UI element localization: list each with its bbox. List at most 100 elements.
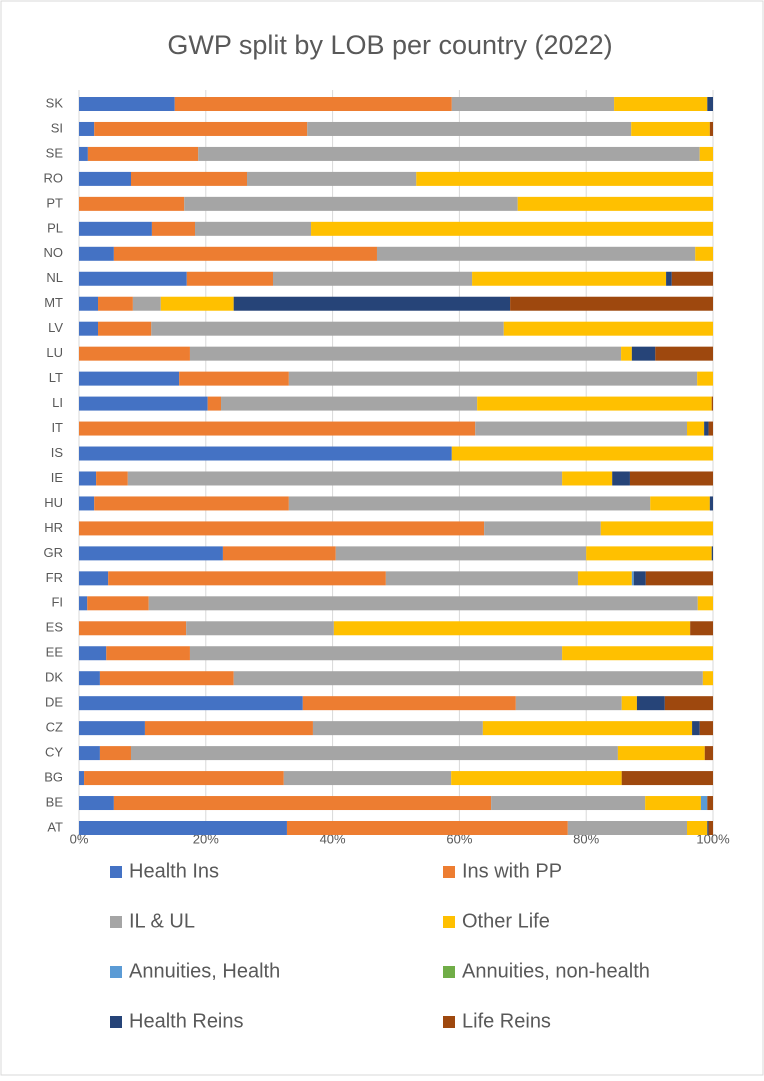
- bar-segment: [475, 421, 688, 436]
- bar-segment: [687, 821, 708, 835]
- bar-segment: [233, 671, 703, 686]
- bar-segment: [288, 371, 698, 386]
- bar-segment: [79, 796, 114, 811]
- bar-segment: [692, 721, 700, 736]
- bar-segment: [451, 97, 615, 111]
- bar-segment: [79, 821, 287, 835]
- bar-segment: [79, 121, 95, 136]
- y-tick-label: DK: [45, 670, 63, 685]
- bar-segment: [335, 546, 587, 561]
- bar-segment: [174, 97, 452, 111]
- bar-segment: [631, 121, 710, 136]
- bar-segment: [695, 246, 713, 261]
- bar-segment: [79, 146, 88, 161]
- bar-segment: [699, 146, 713, 161]
- bar-segment: [636, 696, 665, 711]
- bar-segment: [708, 821, 713, 835]
- bar-segment: [79, 321, 99, 336]
- y-tick-label: LU: [46, 345, 63, 360]
- legend-label: Ins with PP: [462, 860, 562, 882]
- bar-segment: [96, 471, 128, 486]
- chart-title: GWP split by LOB per country (2022): [167, 30, 612, 60]
- bar-segment: [79, 471, 97, 486]
- legend-label: Health Reins: [129, 1010, 244, 1032]
- bar-segment: [416, 171, 713, 186]
- bar-segment: [79, 346, 190, 361]
- bar-segment: [621, 696, 637, 711]
- legend-swatch: [443, 966, 455, 978]
- bar-segment: [562, 471, 613, 486]
- bar-segment: [98, 296, 133, 311]
- bar-segment: [79, 721, 145, 736]
- y-tick-label: CZ: [46, 720, 63, 735]
- bar-segment: [207, 396, 222, 411]
- bar-segment: [666, 271, 672, 286]
- bar-segment: [79, 521, 485, 536]
- y-tick-label: ES: [46, 620, 64, 635]
- bar-segment: [617, 746, 705, 761]
- legend-label: Other Life: [462, 910, 550, 932]
- y-tick-label: AT: [47, 819, 63, 834]
- bar-segment: [307, 121, 632, 136]
- legend-label: Annuities, non-health: [462, 960, 650, 982]
- y-tick-label: GR: [44, 545, 64, 560]
- legend-swatch: [110, 916, 122, 928]
- bar-segment: [184, 196, 518, 211]
- x-tick-label: 40%: [320, 831, 346, 846]
- y-tick-label: LV: [48, 320, 63, 335]
- bar-segment: [286, 821, 568, 835]
- bar-segment: [195, 221, 312, 236]
- bar-segment: [376, 246, 696, 261]
- legend-label: IL & UL: [129, 910, 195, 932]
- bar-segment: [221, 396, 478, 411]
- bar-segment: [283, 771, 452, 786]
- y-tick-label: PL: [47, 220, 63, 235]
- bar-segment: [311, 221, 713, 236]
- bar-segment: [385, 571, 578, 586]
- bar-segment: [273, 271, 473, 286]
- bar-segment: [612, 471, 630, 486]
- bar-segment: [79, 196, 185, 211]
- bar-segment: [562, 646, 713, 661]
- y-tick-label: DE: [45, 695, 63, 710]
- bar-segment: [451, 446, 713, 461]
- bar-segment: [510, 296, 713, 311]
- y-tick-label: NL: [46, 270, 63, 285]
- bar-segment: [645, 796, 701, 811]
- bar-segment: [179, 371, 289, 386]
- y-tick-label: SI: [51, 120, 63, 135]
- bar-segment: [79, 621, 187, 636]
- y-tick-label: SK: [46, 95, 64, 110]
- y-tick-label: BE: [46, 794, 64, 809]
- bar-segment: [621, 771, 713, 786]
- y-tick-label: LI: [52, 395, 63, 410]
- y-tick-label: SE: [46, 145, 64, 160]
- bar-segment: [99, 671, 234, 686]
- bar-segment: [79, 396, 208, 411]
- bar-segment: [700, 796, 708, 811]
- y-tick-label: NO: [44, 245, 64, 260]
- bar-segment: [186, 621, 334, 636]
- bar-segment: [621, 346, 632, 361]
- bar-segment: [633, 571, 646, 586]
- bar-segment: [79, 371, 180, 386]
- bar-segment: [186, 271, 274, 286]
- bar-segment: [87, 596, 149, 611]
- bar-segment: [79, 596, 88, 611]
- bar-segment: [491, 796, 646, 811]
- bar-segment: [151, 221, 196, 236]
- bar-segment: [94, 496, 289, 511]
- bar-segment: [567, 821, 688, 835]
- bar-segment: [707, 821, 709, 835]
- bar-segment: [702, 671, 713, 686]
- bar-segment: [108, 571, 386, 586]
- y-tick-label: EE: [46, 645, 64, 660]
- bar-segment: [79, 746, 100, 761]
- bar-segment: [451, 771, 622, 786]
- legend-label: Annuities, Health: [129, 960, 280, 982]
- bar-segment: [631, 346, 656, 361]
- bar-segment: [79, 446, 452, 461]
- legend-label: Health Ins: [129, 860, 219, 882]
- bar-segment: [697, 371, 713, 386]
